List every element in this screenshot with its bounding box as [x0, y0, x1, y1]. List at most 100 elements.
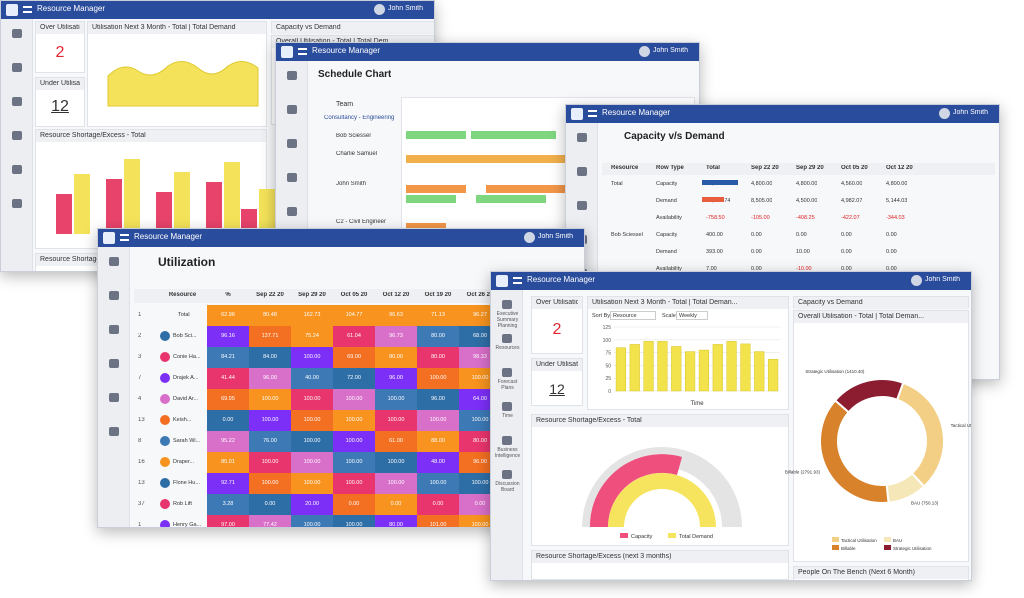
sidebar	[1, 19, 33, 271]
table-cell: 69.00	[333, 347, 375, 368]
cell-value: 20.00	[305, 501, 319, 507]
panel: People On The Bench (Next 6 Month)	[793, 566, 969, 580]
bar-decoration	[206, 182, 222, 234]
nav-label: Forecast Plans	[497, 379, 518, 391]
cell-value: 100.00	[345, 417, 363, 423]
avatar	[160, 499, 170, 509]
cell-value: 96.27	[473, 312, 487, 318]
resource-name: Total	[178, 312, 190, 318]
table-cell: 0.00	[886, 232, 897, 238]
legend-label: BAU	[893, 538, 902, 543]
team-row: Charlie Samuel	[336, 151, 378, 157]
app-name: Resource Manager	[527, 275, 596, 284]
user-name: John Smith	[388, 5, 424, 12]
table-cell: 8,505.00	[751, 198, 773, 204]
panel-title: Resource Shortage/Excess - Total	[40, 132, 146, 139]
resource-name: Draper...	[173, 459, 195, 465]
cell-value: 0.00	[390, 501, 402, 507]
cell-value: 69.00	[347, 354, 361, 360]
cell-value: 0.00	[222, 417, 234, 423]
panel: Utilisation Next 3 Month - Total | Total…	[587, 296, 789, 410]
table-cell: 77.42	[249, 515, 291, 527]
bar-decoration	[124, 159, 140, 234]
gantt-bar	[516, 131, 556, 139]
x-axis-label: Time	[690, 401, 704, 407]
cell-value: 61.00	[389, 438, 403, 444]
legend-label: Tactical Utilisation	[841, 538, 877, 543]
table-cell: 62.96	[207, 305, 249, 326]
nav-icon	[109, 325, 119, 334]
nav-icon	[12, 63, 22, 72]
cell-value: 100.00	[387, 396, 405, 402]
avatar	[160, 331, 170, 341]
table-cell: -758.50	[706, 215, 725, 221]
bar-decoration	[156, 192, 172, 234]
slice-label: Tactical Utilisation (2388.46)	[951, 423, 972, 428]
nav-icon	[502, 470, 512, 479]
table-cell: 0.00	[751, 266, 762, 272]
y-tick-label: 50	[605, 363, 611, 369]
cell-value: 100.00	[261, 396, 279, 402]
resource-name: Keish...	[173, 417, 192, 423]
cell-value: 0.00	[264, 501, 276, 507]
chart-canvas	[56, 159, 275, 234]
table-cell: 0.00	[886, 249, 897, 255]
cell-value: 84.21	[221, 354, 235, 360]
column-header: Sep 22 20	[256, 292, 284, 298]
capacity-bar	[702, 180, 738, 185]
table-cell: 4,800.00	[751, 181, 773, 187]
team-row: C2 - Civil Engineer	[336, 219, 387, 225]
table-cell: -344.03	[886, 215, 905, 221]
filter-value: Resource	[613, 313, 637, 319]
table-cell: -422.07	[841, 215, 860, 221]
slice-label: Billable (2791.93)	[785, 469, 821, 474]
row-label: Availability	[656, 215, 682, 221]
kpi-value: 12	[549, 381, 565, 397]
table-cell: 88.00	[417, 431, 459, 452]
cell-value: 100.00	[345, 480, 363, 486]
slice-label: BAU (750.13)	[911, 501, 939, 506]
bar	[643, 341, 654, 392]
title-bar: Resource Manager John Smith	[566, 105, 999, 123]
cell-value: 85.01	[221, 459, 235, 465]
cell-value: 100.00	[303, 354, 321, 360]
row-number: 4	[138, 396, 142, 402]
avatar	[160, 394, 170, 404]
avatar	[160, 436, 170, 446]
table-cell: 100.00	[375, 452, 417, 473]
title-bar: Resource Manager John Smith	[491, 272, 971, 290]
filter-select	[676, 311, 708, 320]
cell-value: 96.00	[389, 375, 403, 381]
column-header: Resource	[168, 292, 197, 298]
cell-value: 96.63	[389, 312, 403, 318]
row-number: 37	[138, 501, 145, 507]
filter-select	[610, 311, 656, 320]
nav-icon	[577, 167, 587, 176]
table-cell: -408.25	[796, 215, 815, 221]
table-cell: 100.00	[249, 389, 291, 410]
row-number: 13	[138, 480, 145, 486]
table-cell: 100.00	[375, 410, 417, 431]
table-cell: 96.73	[375, 326, 417, 347]
table-cell: 162.73	[291, 305, 333, 326]
column-header: Oct 12 20	[886, 165, 913, 171]
nav-icon	[109, 427, 119, 436]
table-cell: 100.00	[333, 389, 375, 410]
nav-icon	[12, 199, 22, 208]
chart-canvas	[107, 61, 259, 107]
team-row: Bob Sciessel	[336, 133, 371, 139]
table-cell: 84.00	[249, 347, 291, 368]
nav-icon	[287, 71, 297, 80]
app-window: Resource Manager John Smith Executive Summ…	[490, 271, 972, 581]
bar	[740, 343, 751, 392]
user-avatar	[374, 4, 385, 15]
row-number: 2	[138, 333, 142, 339]
table-cell: 71.13	[417, 305, 459, 326]
cell-value: 68.00	[473, 333, 487, 339]
legend-swatch	[832, 545, 839, 550]
table-cell: 41.44	[207, 368, 249, 389]
column-header: %	[225, 292, 231, 298]
table-cell: 4,800.00	[886, 181, 908, 187]
resource-name: Drajek A...	[173, 375, 199, 381]
